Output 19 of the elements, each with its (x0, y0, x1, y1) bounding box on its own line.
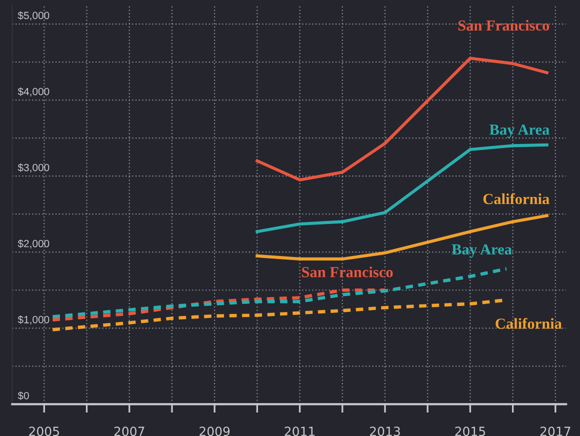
x-tick-label: 2017 (540, 426, 570, 436)
y-tick-label: $0 (18, 392, 29, 400)
x-tick-label: 2013 (370, 426, 400, 436)
y-tick-label: $4,000 (18, 87, 50, 96)
y-tick-label: $2,000 (18, 239, 50, 249)
series-label: San Francisco (302, 266, 393, 278)
x-tick-label: 2005 (29, 426, 59, 436)
series-label: Bay Area (490, 124, 550, 138)
x-tick-label: 2015 (455, 426, 486, 436)
x-tick-label: 2009 (200, 426, 230, 436)
y-tick-label: $3,000 (18, 163, 50, 172)
series-label: Bay Area (452, 244, 512, 258)
x-tick-label: 2011 (284, 426, 315, 436)
series-label: San Francisco (458, 20, 550, 31)
series-label: California (496, 318, 562, 329)
series-label: California (483, 193, 550, 204)
x-tick-label: 2007 (114, 426, 144, 436)
y-tick-label: $1,000 (18, 315, 50, 325)
y-tick-label: $5,000 (18, 11, 50, 20)
